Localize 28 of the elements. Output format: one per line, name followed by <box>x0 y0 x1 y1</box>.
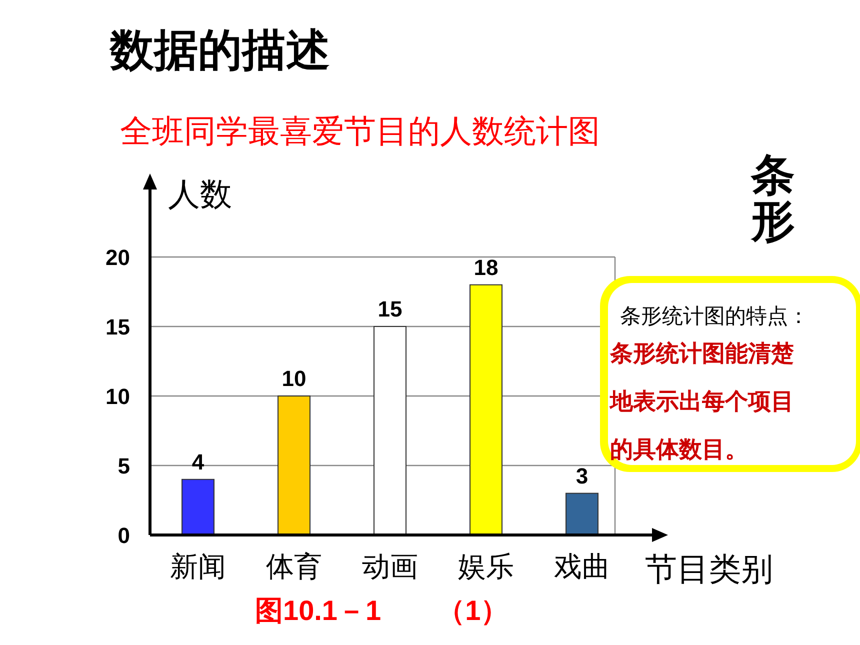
y-axis-title: 人数 <box>168 176 232 212</box>
data-label: 10 <box>282 366 306 391</box>
bar <box>566 492 598 536</box>
data-label: 4 <box>192 449 205 474</box>
y-tick-label: 0 <box>118 523 130 548</box>
data-label: 3 <box>576 463 588 488</box>
chart-title: 数据的描述 <box>109 26 330 75</box>
y-tick-label: 20 <box>106 245 130 270</box>
annotation: 条形统计图能清楚地表示出每个项目的具体数目。 <box>609 340 795 462</box>
x-axis-title: 节目类别 <box>645 551 773 587</box>
x-tick-label: 新闻 <box>170 552 226 583</box>
bar <box>470 284 502 536</box>
caption: 图10.1－1 （1） <box>255 595 509 626</box>
y-tick-label: 10 <box>106 384 130 409</box>
bar <box>278 396 310 536</box>
text: 条形统计图的特点： <box>620 305 809 328</box>
x-tick-label: 戏曲 <box>554 552 610 583</box>
data-label: 15 <box>378 296 402 322</box>
chart-subtitle: 全班同学最喜爱节目的人数统计图 <box>120 113 600 149</box>
y-tick-label: 15 <box>106 314 130 340</box>
x-tick-label: 娱乐 <box>458 552 514 583</box>
x-tick-label: 动画 <box>362 552 418 583</box>
x-tick-label: 体育 <box>266 551 322 583</box>
bar <box>182 478 214 536</box>
y-tick-label: 5 <box>118 454 130 478</box>
data-label: 18 <box>474 254 498 280</box>
text: 条形 <box>750 151 795 246</box>
bar <box>374 326 406 536</box>
